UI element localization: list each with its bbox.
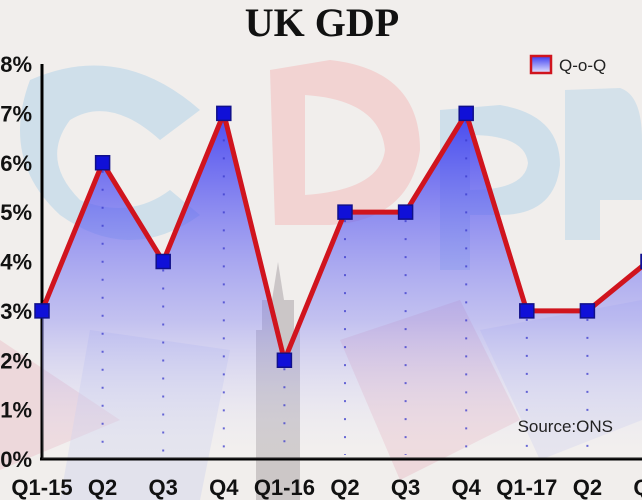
data-point-q4-3 bbox=[216, 105, 232, 122]
chart-title: UK GDP bbox=[245, 0, 399, 45]
y-tick-label: 2% bbox=[0, 348, 32, 373]
y-tick-label: 0% bbox=[0, 447, 32, 472]
x-tick-label: Q4 bbox=[209, 475, 239, 500]
x-tick-label: Q1-16 bbox=[254, 475, 315, 500]
data-point-q3-6 bbox=[397, 204, 414, 220]
data-point-q2-5 bbox=[337, 204, 353, 220]
x-tick-label: Q2 bbox=[88, 475, 117, 500]
data-point-q1-16-4 bbox=[276, 352, 293, 368]
x-tick-label: Q1-15 bbox=[11, 475, 72, 500]
y-tick-label: 1% bbox=[0, 398, 32, 423]
legend-label: Q-o-Q bbox=[559, 56, 606, 75]
legend-swatch bbox=[529, 54, 553, 75]
y-tick-label: 8% bbox=[0, 52, 32, 77]
x-tick-label: Q2 bbox=[573, 475, 602, 500]
data-point-q1-15-0 bbox=[34, 303, 50, 319]
x-tick-label: Q1-17 bbox=[496, 475, 557, 500]
data-point-q2-1 bbox=[94, 155, 111, 171]
data-point-q1-17-8 bbox=[519, 303, 535, 319]
y-tick-label: 5% bbox=[0, 200, 32, 225]
x-tick-label: Q4 bbox=[452, 475, 482, 500]
legend: Q-o-Q bbox=[529, 54, 606, 75]
y-tick-label: 4% bbox=[0, 250, 32, 275]
y-tick-label: 3% bbox=[0, 299, 32, 324]
y-tick-label: 7% bbox=[0, 101, 32, 126]
y-tick-label: 6% bbox=[0, 151, 32, 176]
x-tick-label: Q3 bbox=[391, 475, 420, 500]
x-tick-label: Q3 bbox=[149, 475, 178, 500]
data-point-q3-2 bbox=[155, 253, 171, 270]
data-point-q4-7 bbox=[458, 105, 474, 122]
data-point-q2-9 bbox=[579, 303, 596, 319]
source-note: Source:ONS bbox=[518, 417, 613, 436]
x-tick-label: Q3 bbox=[633, 475, 642, 500]
x-tick-label: Q2 bbox=[330, 475, 359, 500]
